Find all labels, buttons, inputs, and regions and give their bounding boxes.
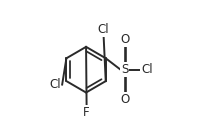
Text: Cl: Cl [49, 78, 61, 91]
Text: O: O [120, 33, 129, 47]
Text: O: O [120, 93, 129, 106]
Text: F: F [83, 106, 90, 119]
Text: Cl: Cl [141, 63, 153, 76]
Text: S: S [121, 63, 129, 76]
Text: Cl: Cl [98, 23, 109, 36]
